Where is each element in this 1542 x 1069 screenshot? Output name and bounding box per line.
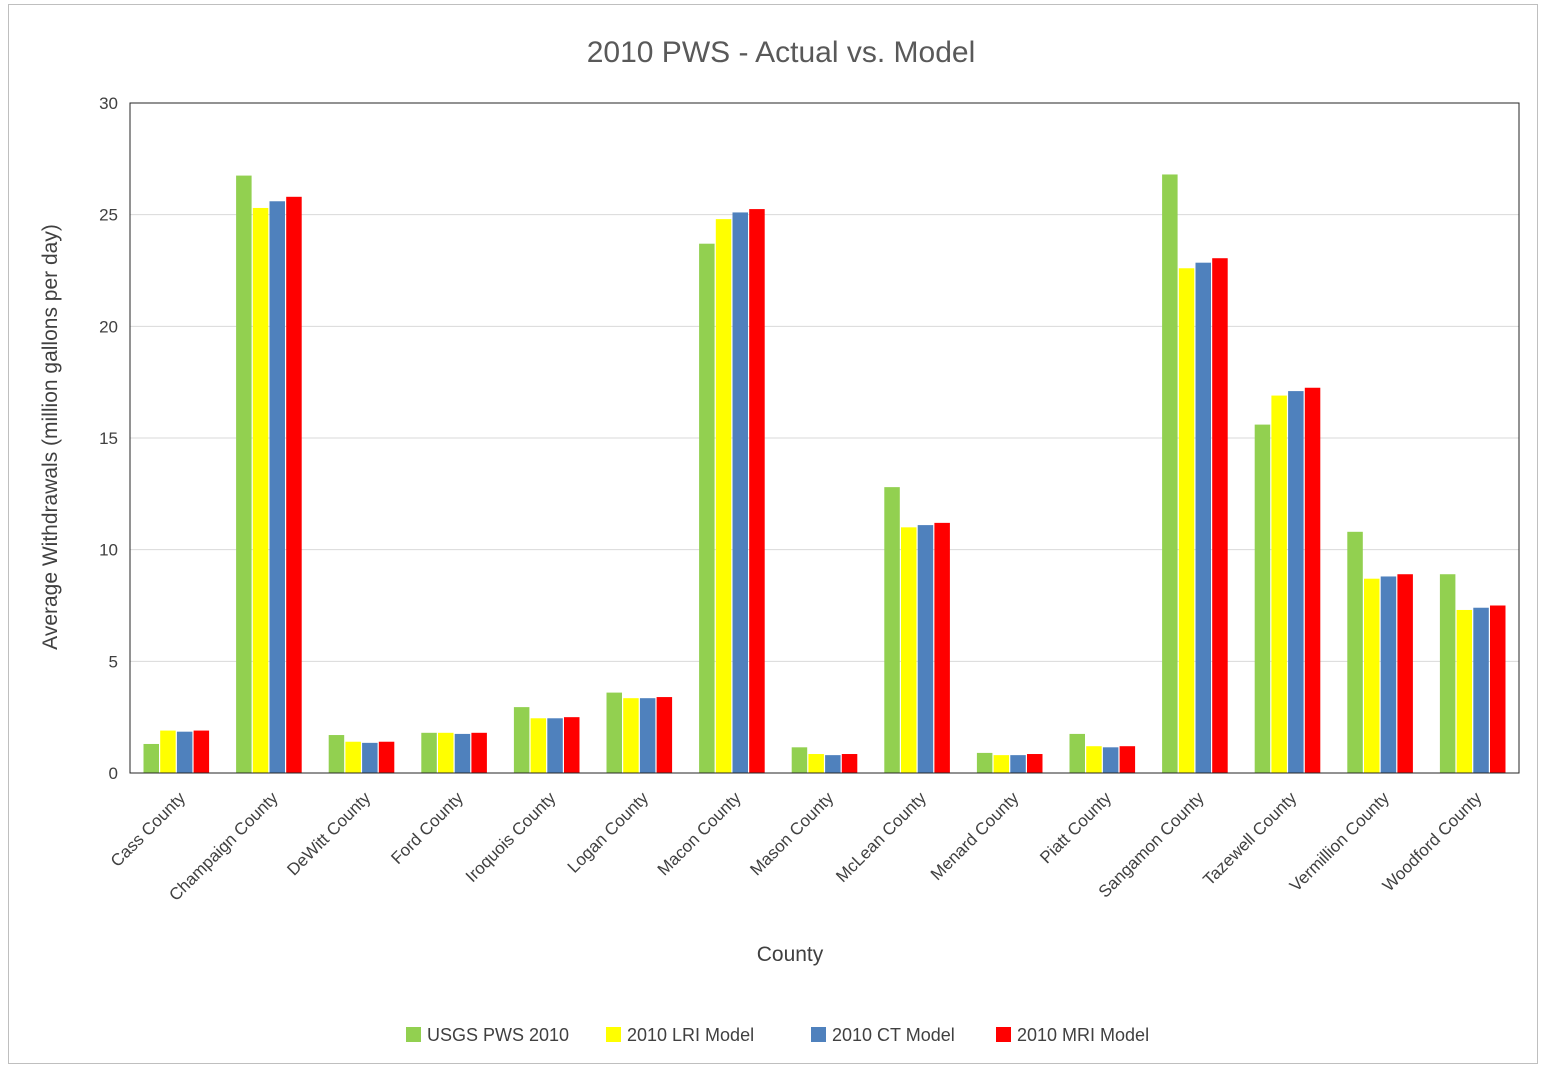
bar-usgs-pws-2010-cass-county	[143, 743, 159, 773]
bar-2010-ct-model-sangamon-county	[1195, 262, 1211, 773]
bar-2010-mri-model-woodford-county	[1490, 605, 1506, 773]
bar-2010-mri-model-menard-county	[1027, 754, 1043, 773]
bar-2010-lri-model-woodford-county	[1456, 609, 1473, 773]
x-tick-label: Macon County	[654, 788, 745, 879]
bar-usgs-pws-2010-menard-county	[976, 752, 993, 773]
bar-usgs-pws-2010-champaign-county	[236, 175, 252, 774]
bar-2010-lri-model-mclean-county	[901, 527, 917, 773]
x-tick-label: Menard County	[927, 788, 1023, 884]
plot-area-border	[129, 102, 1520, 774]
bar-2010-ct-model-cass-county	[176, 731, 193, 773]
bar-2010-ct-model-ford-county	[454, 733, 471, 773]
legend-label: USGS PWS 2010	[427, 1025, 569, 1045]
x-tick-label: Woodford County	[1379, 788, 1486, 895]
bar-2010-lri-model-vermillion-county	[1364, 578, 1380, 773]
chart-title: 2010 PWS - Actual vs. Model	[587, 36, 976, 69]
x-tick-label: Iroquois County	[462, 788, 560, 886]
legend-swatch	[811, 1027, 826, 1042]
bar-2010-lri-model-tazewell-county	[1271, 395, 1287, 773]
bar-2010-mri-model-sangamon-county	[1212, 258, 1228, 773]
x-axis-title: County	[757, 943, 824, 966]
bar-2010-lri-model-ford-county	[438, 732, 454, 773]
bar-2010-lri-model-iroquois-county	[530, 718, 547, 773]
bar-2010-mri-model-tazewell-county	[1304, 387, 1321, 773]
bar-2010-mri-model-vermillion-county	[1397, 574, 1413, 773]
bar-usgs-pws-2010-mason-county	[791, 747, 808, 773]
bar-2010-ct-model-menard-county	[1010, 755, 1026, 773]
bar-2010-lri-model-macon-county	[715, 219, 732, 774]
legend-item: USGS PWS 2010	[406, 1025, 569, 1045]
legend-swatch	[996, 1027, 1011, 1042]
bar-usgs-pws-2010-mclean-county	[884, 487, 900, 773]
bar-2010-mri-model-mclean-county	[934, 522, 950, 773]
legend-swatch	[606, 1027, 621, 1042]
legend-item: 2010 CT Model	[811, 1025, 955, 1045]
y-tick-label: 30	[99, 94, 118, 113]
bar-2010-ct-model-dewitt-county	[362, 742, 378, 773]
bar-2010-ct-model-vermillion-county	[1380, 576, 1397, 773]
bar-2010-lri-model-sangamon-county	[1178, 268, 1195, 773]
bar-2010-lri-model-dewitt-county	[345, 741, 361, 773]
bar-2010-ct-model-mason-county	[825, 755, 841, 773]
bar-usgs-pws-2010-sangamon-county	[1162, 174, 1178, 773]
x-tick-label: McLean County	[832, 788, 930, 886]
bar-2010-ct-model-mclean-county	[917, 525, 934, 773]
bar-2010-mri-model-ford-county	[471, 732, 487, 773]
bar-2010-ct-model-champaign-county	[269, 201, 285, 773]
x-tick-label: Tazewell County	[1199, 788, 1300, 889]
bar-2010-lri-model-menard-county	[993, 755, 1010, 773]
y-axis-title: Average Withdrawals (million gallons per…	[39, 224, 62, 650]
y-tick-label: 20	[99, 317, 118, 336]
bar-usgs-pws-2010-woodford-county	[1439, 574, 1456, 773]
bar-2010-mri-model-logan-county	[656, 697, 673, 773]
bar-2010-mri-model-piatt-county	[1119, 746, 1136, 773]
legend-item: 2010 LRI Model	[606, 1025, 754, 1045]
bar-2010-mri-model-macon-county	[749, 209, 765, 774]
legend-label: 2010 CT Model	[832, 1025, 955, 1045]
bar-2010-ct-model-macon-county	[732, 212, 748, 773]
bar-usgs-pws-2010-logan-county	[606, 692, 622, 773]
bar-2010-mri-model-champaign-county	[286, 196, 302, 774]
bar-usgs-pws-2010-dewitt-county	[328, 735, 345, 773]
x-tick-label: Mason County	[746, 788, 837, 879]
bar-2010-mri-model-iroquois-county	[564, 717, 580, 773]
bar-2010-mri-model-cass-county	[193, 730, 210, 773]
bar-usgs-pws-2010-tazewell-county	[1254, 424, 1271, 773]
bar-usgs-pws-2010-iroquois-county	[513, 707, 530, 773]
bar-usgs-pws-2010-vermillion-county	[1347, 531, 1363, 773]
bar-2010-lri-model-cass-county	[160, 730, 176, 773]
y-tick-label: 25	[99, 206, 118, 225]
bar-2010-ct-model-woodford-county	[1473, 607, 1489, 773]
bar-2010-ct-model-logan-county	[639, 698, 656, 773]
y-tick-label: 0	[109, 764, 118, 783]
x-tick-label: Cass County	[107, 788, 190, 871]
bar-2010-lri-model-champaign-county	[252, 207, 269, 773]
x-tick-label: Logan County	[564, 788, 653, 877]
legend-label: 2010 MRI Model	[1017, 1025, 1149, 1045]
legend-item: 2010 MRI Model	[996, 1025, 1149, 1045]
bar-usgs-pws-2010-piatt-county	[1069, 733, 1085, 773]
x-tick-label: Vermillion County	[1286, 788, 1393, 895]
bar-2010-mri-model-dewitt-county	[378, 741, 395, 773]
y-tick-label: 10	[99, 541, 118, 560]
y-tick-label: 5	[109, 652, 118, 671]
x-tick-label: DeWitt County	[283, 788, 374, 879]
bar-2010-lri-model-piatt-county	[1086, 746, 1102, 773]
bar-2010-lri-model-logan-county	[623, 698, 639, 773]
bar-2010-ct-model-piatt-county	[1102, 747, 1119, 773]
x-tick-label: Ford County	[387, 788, 467, 868]
bar-usgs-pws-2010-ford-county	[421, 732, 437, 773]
legend-label: 2010 LRI Model	[627, 1025, 754, 1045]
legend-swatch	[406, 1027, 421, 1042]
bar-usgs-pws-2010-macon-county	[699, 243, 715, 773]
bar-2010-lri-model-mason-county	[808, 754, 824, 773]
bar-2010-ct-model-tazewell-county	[1288, 391, 1304, 773]
x-tick-label: Piatt County	[1036, 788, 1115, 867]
y-tick-label: 15	[99, 429, 118, 448]
bar-2010-ct-model-iroquois-county	[547, 718, 563, 773]
bar-2010-mri-model-mason-county	[841, 754, 858, 773]
